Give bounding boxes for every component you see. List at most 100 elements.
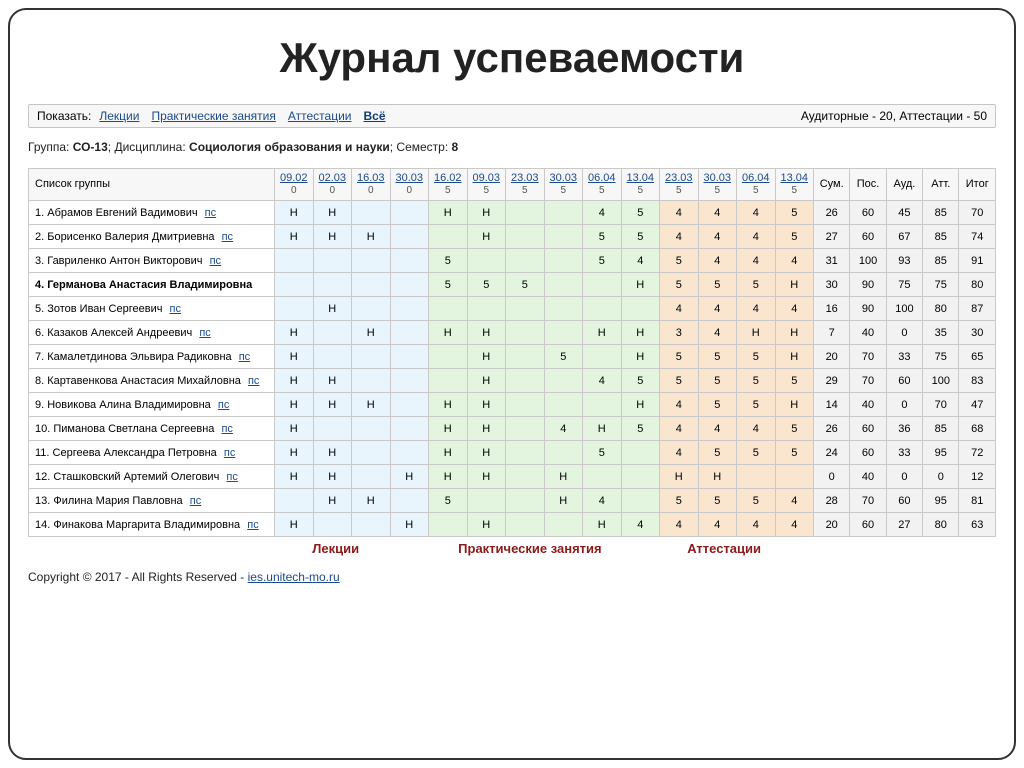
grade-cell[interactable]: 4 [583, 489, 622, 513]
grade-cell[interactable]: 4 [737, 417, 776, 441]
grade-cell[interactable]: 4 [737, 297, 776, 321]
grade-cell[interactable]: 5 [775, 201, 814, 225]
grade-cell[interactable] [621, 465, 660, 489]
grade-cell[interactable] [544, 441, 583, 465]
date-link[interactable]: 16.03 [354, 172, 388, 185]
grade-cell[interactable]: 4 [621, 513, 660, 537]
grade-cell[interactable] [352, 513, 391, 537]
grade-cell[interactable]: Н [467, 321, 506, 345]
grade-cell[interactable] [583, 465, 622, 489]
grade-cell[interactable]: Н [544, 489, 583, 513]
grade-cell[interactable]: Н [737, 321, 776, 345]
grade-cell[interactable]: Н [467, 513, 506, 537]
grade-cell[interactable] [390, 273, 429, 297]
grade-cell[interactable]: 5 [737, 441, 776, 465]
grade-cell[interactable]: Н [313, 297, 352, 321]
grade-cell[interactable]: 5 [506, 273, 545, 297]
grade-cell[interactable]: Н [390, 513, 429, 537]
grade-cell[interactable]: 4 [698, 249, 737, 273]
grade-cell[interactable]: 5 [737, 345, 776, 369]
grade-cell[interactable]: 5 [698, 345, 737, 369]
grade-cell[interactable]: 5 [737, 489, 776, 513]
grade-cell[interactable]: Н [621, 393, 660, 417]
grade-cell[interactable] [275, 249, 314, 273]
grade-cell[interactable]: Н [275, 441, 314, 465]
grade-cell[interactable]: Н [352, 321, 391, 345]
grade-cell[interactable]: Н [544, 465, 583, 489]
grade-cell[interactable] [775, 465, 814, 489]
grade-cell[interactable] [313, 345, 352, 369]
grade-cell[interactable] [429, 225, 468, 249]
pc-link[interactable]: пс [239, 351, 250, 363]
grade-cell[interactable] [506, 201, 545, 225]
pc-link[interactable]: пс [247, 519, 258, 531]
grade-cell[interactable] [544, 201, 583, 225]
grade-cell[interactable] [429, 297, 468, 321]
grade-cell[interactable]: Н [275, 417, 314, 441]
date-link[interactable]: 02.03 [316, 172, 350, 185]
grade-cell[interactable] [467, 489, 506, 513]
grade-cell[interactable]: 4 [660, 297, 699, 321]
grade-cell[interactable] [313, 273, 352, 297]
copyright-link[interactable]: ies.unitech-mo.ru [248, 570, 340, 584]
date-link[interactable]: 23.03 [508, 172, 542, 185]
grade-cell[interactable]: Н [275, 513, 314, 537]
grade-cell[interactable]: 4 [621, 249, 660, 273]
pc-link[interactable]: пс [199, 327, 210, 339]
filter-practices-link[interactable]: Практические занятия [151, 109, 275, 123]
grade-cell[interactable] [544, 321, 583, 345]
grade-cell[interactable]: Н [583, 513, 622, 537]
grade-cell[interactable] [390, 393, 429, 417]
pc-link[interactable]: пс [218, 399, 229, 411]
grade-cell[interactable]: Н [583, 321, 622, 345]
pc-link[interactable]: пс [210, 255, 221, 267]
grade-cell[interactable] [390, 489, 429, 513]
grade-cell[interactable] [506, 441, 545, 465]
grade-cell[interactable]: Н [275, 321, 314, 345]
grade-cell[interactable] [275, 489, 314, 513]
grade-cell[interactable] [544, 249, 583, 273]
grade-cell[interactable] [506, 225, 545, 249]
grade-cell[interactable]: 5 [429, 489, 468, 513]
date-link[interactable]: 30.03 [701, 172, 735, 185]
grade-cell[interactable]: 5 [621, 201, 660, 225]
grade-cell[interactable]: Н [467, 201, 506, 225]
grade-cell[interactable]: 5 [660, 345, 699, 369]
grade-cell[interactable] [313, 321, 352, 345]
grade-cell[interactable]: Н [275, 393, 314, 417]
grade-cell[interactable] [506, 369, 545, 393]
grade-cell[interactable] [737, 465, 776, 489]
grade-cell[interactable] [583, 393, 622, 417]
pc-link[interactable]: пс [248, 375, 259, 387]
grade-cell[interactable] [544, 513, 583, 537]
grade-cell[interactable]: Н [621, 321, 660, 345]
grade-cell[interactable] [313, 249, 352, 273]
grade-cell[interactable]: 4 [698, 225, 737, 249]
grade-cell[interactable]: Н [275, 369, 314, 393]
grade-cell[interactable] [583, 345, 622, 369]
pc-link[interactable]: пс [222, 231, 233, 243]
grade-cell[interactable] [506, 393, 545, 417]
grade-cell[interactable]: 4 [660, 393, 699, 417]
grade-cell[interactable]: Н [429, 393, 468, 417]
grade-cell[interactable]: Н [467, 369, 506, 393]
grade-cell[interactable]: Н [352, 225, 391, 249]
grade-cell[interactable]: Н [429, 201, 468, 225]
grade-cell[interactable]: Н [275, 225, 314, 249]
grade-cell[interactable] [352, 417, 391, 441]
filter-attestations-link[interactable]: Аттестации [288, 109, 352, 123]
grade-cell[interactable]: 4 [737, 249, 776, 273]
grade-cell[interactable]: Н [467, 345, 506, 369]
grade-cell[interactable] [390, 321, 429, 345]
grade-cell[interactable]: 5 [660, 489, 699, 513]
grade-cell[interactable]: Н [313, 201, 352, 225]
grade-cell[interactable]: 5 [660, 369, 699, 393]
grade-cell[interactable] [621, 441, 660, 465]
grade-cell[interactable] [390, 297, 429, 321]
grade-cell[interactable]: 5 [737, 393, 776, 417]
grade-cell[interactable]: Н [660, 465, 699, 489]
date-link[interactable]: 16.02 [431, 172, 465, 185]
grade-cell[interactable]: 5 [660, 249, 699, 273]
grade-cell[interactable] [506, 321, 545, 345]
grade-cell[interactable]: Н [313, 369, 352, 393]
